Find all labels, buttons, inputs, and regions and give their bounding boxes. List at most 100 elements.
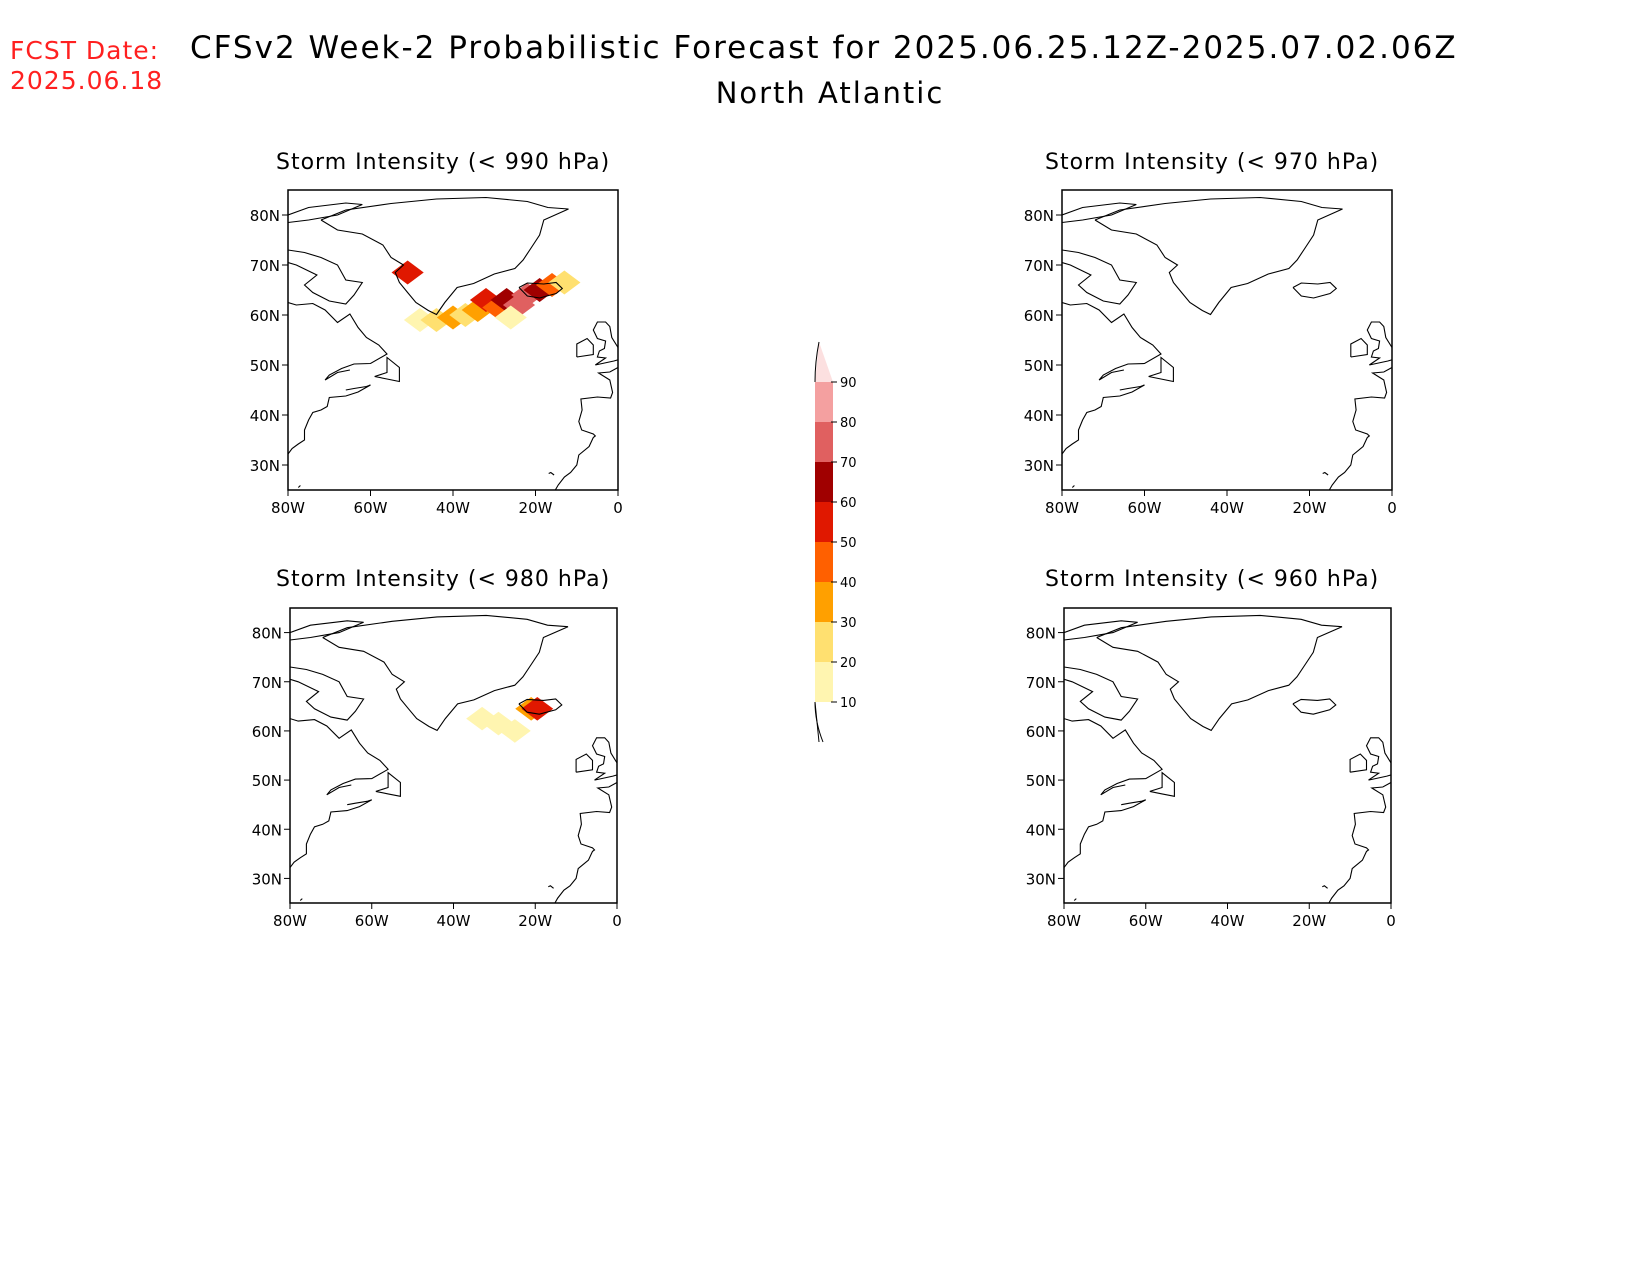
map-panel-970: 80W 60W 40W 20W 0 80N 70N 60N 50N 40N 30N [1024, 189, 1397, 517]
lat-tick-label: 70N [252, 674, 282, 692]
coastline [1094, 196, 1343, 316]
coastline [320, 196, 569, 316]
lat-tick-label: 40N [252, 821, 282, 839]
colorbar-label: 90 [840, 376, 857, 391]
colorbar-label: 40 [840, 576, 857, 591]
lat-tick-label: 40N [250, 407, 280, 425]
probability-cell [420, 308, 453, 332]
coastline [375, 771, 401, 797]
lon-tick-label: 20W [1292, 912, 1326, 930]
lon-tick-label: 60W [354, 499, 388, 517]
lon-tick-label: 0 [1387, 499, 1397, 517]
colorbar-label: 60 [840, 496, 857, 511]
coastline [1064, 666, 1139, 721]
coastline [1064, 620, 1138, 641]
colorbar-segment [815, 582, 833, 622]
coastline [592, 321, 618, 366]
colorbar-segment [815, 422, 833, 462]
colorbar: 10 20 30 40 50 60 70 80 90 [814, 341, 857, 743]
colorbar-segment [815, 542, 833, 582]
lat-tick-label: 30N [250, 457, 280, 475]
lon-tick-label: 20W [519, 499, 553, 517]
coastline [1062, 384, 1145, 455]
map-panel-990: 80W 60W 40W 20W 0 80N 70N 60N 50N 40N 30N [250, 189, 623, 517]
colorbar-segment [815, 662, 833, 702]
colorbar-segment [815, 382, 833, 422]
coastline [554, 367, 618, 490]
coastline [1148, 356, 1174, 383]
coastline [288, 202, 363, 224]
coastline [1328, 782, 1391, 903]
page-title: CFSv2 Week-2 Probabilistic Forecast for … [190, 30, 1458, 66]
lon-tick-label: 60W [1128, 499, 1162, 517]
lat-tick-label: 70N [250, 257, 280, 275]
colorbar-label: 80 [840, 416, 857, 431]
colorbar-label: 10 [840, 696, 857, 711]
coastline [288, 384, 371, 455]
panel-title-970: Storm Intensity (< 970 hPa) [1045, 150, 1380, 175]
lat-tick-label: 40N [1024, 407, 1054, 425]
lat-tick-label: 50N [252, 772, 282, 790]
map-panel-960: 80W 60W 40W 20W 0 80N 70N 60N 50N 40N 30N [1026, 607, 1396, 930]
coastline [518, 281, 564, 299]
coastline [591, 737, 617, 781]
coastline [1064, 718, 1163, 796]
coastline [1350, 337, 1368, 358]
coastline [1322, 471, 1329, 476]
coastline [576, 337, 594, 358]
lon-tick-label: 80W [271, 499, 305, 517]
coastline [290, 799, 373, 868]
coastline [548, 471, 555, 476]
lon-tick-label: 60W [355, 912, 389, 930]
fcst-date-text: 2025.06.18 [10, 66, 164, 95]
lat-tick-label: 40N [1026, 821, 1056, 839]
colorbar-segment [815, 462, 833, 502]
probability-cell [391, 260, 424, 285]
colorbar-segment [815, 502, 833, 542]
coastline [1328, 367, 1392, 490]
probability-cell [466, 706, 499, 731]
lon-tick-label: 80W [1047, 912, 1081, 930]
coastline [1062, 202, 1137, 224]
probability-cell [461, 298, 494, 322]
probability-cell [469, 288, 503, 312]
lon-tick-label: 0 [612, 912, 622, 930]
forecast-date-label: FCST Date: 2025.06.18 [10, 36, 163, 96]
colorbar-label: 50 [840, 536, 857, 551]
coastlines [1062, 196, 1392, 490]
colorbar-label: 70 [840, 456, 857, 471]
lat-tick-label: 50N [1024, 357, 1054, 375]
region-subtitle: North Atlantic [715, 76, 945, 110]
panel-title-980: Storm Intensity (< 980 hPa) [276, 567, 611, 592]
probability-cell [521, 696, 554, 721]
coastline [1292, 698, 1337, 715]
panel-title-990: Storm Intensity (< 990 hPa) [276, 150, 611, 175]
coastline [290, 666, 365, 721]
probability-field [391, 260, 581, 332]
lat-tick-label: 30N [1024, 457, 1054, 475]
coastline [1365, 737, 1391, 781]
coastline [1064, 799, 1147, 868]
coastline [1322, 885, 1328, 889]
fcst-label-text: FCST Date: [10, 36, 160, 65]
map-frame [1061, 189, 1393, 491]
lon-tick-label: 40W [436, 499, 470, 517]
coastline [1073, 898, 1077, 901]
probability-cell [548, 270, 581, 295]
colorbar-label: 20 [840, 656, 857, 671]
probability-field [466, 696, 554, 743]
lat-tick-label: 80N [1024, 207, 1054, 225]
coastline [322, 614, 569, 732]
coastline [1366, 321, 1392, 366]
coastline [1062, 301, 1162, 381]
lon-tick-label: 0 [1386, 912, 1396, 930]
coastline [1349, 753, 1368, 773]
probability-cell [403, 308, 437, 332]
coastline [1062, 249, 1138, 305]
coastline [548, 885, 554, 889]
colorbar-segment [815, 622, 833, 662]
coastline [299, 898, 303, 901]
lon-tick-label: 40W [437, 912, 471, 930]
coastline [1292, 281, 1338, 299]
